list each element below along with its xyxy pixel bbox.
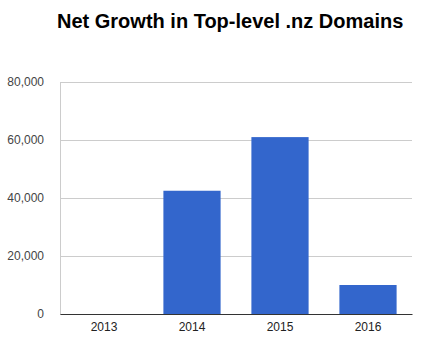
bar: [251, 137, 308, 314]
bars: [163, 137, 396, 314]
grid-line: [60, 140, 412, 141]
x-axis-line: [61, 314, 413, 315]
x-tick-label: 2016: [355, 320, 382, 334]
x-tick-label: 2015: [267, 320, 294, 334]
y-tick-label: 40,000: [7, 191, 44, 205]
plot: 020,00040,00060,00080,000201320142015201…: [7, 75, 412, 333]
y-axis: 0 20,000 40,000 60,000 80,000: [7, 75, 60, 321]
grid: [60, 82, 412, 314]
title: Net Growth in Top-level .nz Domains: [57, 10, 403, 32]
y-tick-label: 0: [37, 307, 44, 321]
x-tick-label: 2014: [179, 320, 206, 334]
x-tick: 2013: [91, 314, 118, 334]
y-tick: 80,000: [7, 75, 60, 89]
y-tick-label: 60,000: [7, 133, 44, 147]
grid-line: [60, 198, 412, 199]
y-tick-label: 80,000: [7, 75, 44, 89]
x-tick: 2015: [267, 314, 294, 334]
x-tick-label: 2013: [91, 320, 118, 334]
y-tick-label: 20,000: [7, 249, 44, 263]
grid-line: [60, 256, 412, 257]
y-tick: 0: [37, 307, 60, 321]
chart: Net Growth in Top-level .nz Domains 0 20,0…: [0, 0, 426, 343]
x-axis: 2013 2014 2015 2016: [61, 314, 413, 334]
y-axis-line: [60, 83, 61, 315]
y-tick: 40,000: [7, 191, 60, 205]
y-tick: 20,000: [7, 249, 60, 263]
grid-line: [60, 82, 412, 83]
x-tick: 2016: [355, 314, 382, 334]
y-tick: 60,000: [7, 133, 60, 147]
x-tick: 2014: [179, 314, 206, 334]
bar: [163, 191, 220, 314]
bar: [339, 285, 396, 314]
bar: [75, 314, 132, 315]
